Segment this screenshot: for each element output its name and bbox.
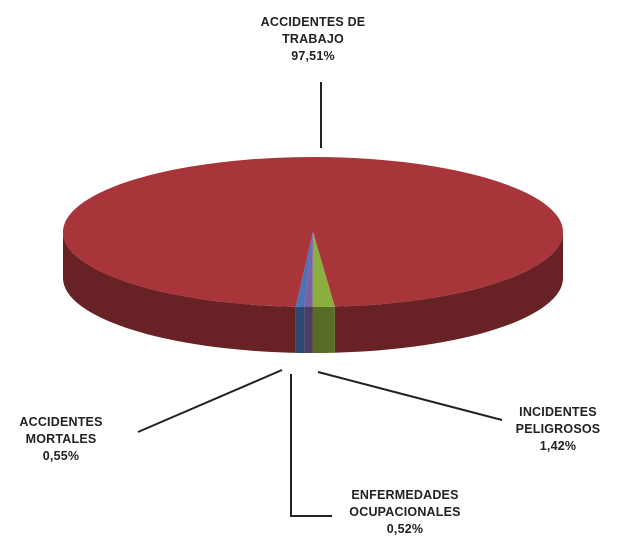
leader-line [290, 374, 332, 517]
slice-side [312, 306, 335, 353]
value-label: 0,55% [42, 449, 80, 463]
leader-line [317, 371, 503, 421]
slice [62, 157, 563, 307]
slice [312, 232, 335, 307]
category-label: ACCIDENTES MORTALES [19, 415, 103, 446]
slices [62, 157, 563, 353]
category-label: INCIDENTES PELIGROSOS [515, 405, 601, 436]
value-label: 1,42% [539, 439, 577, 453]
slice-label: ACCIDENTES DE TRABAJO 97,51% [228, 14, 398, 65]
slice-label: ENFERMEDADES OCUPACIONALES 0,52% [330, 487, 480, 538]
slice-side [334, 232, 563, 353]
category-label: ACCIDENTES DE TRABAJO [260, 15, 366, 46]
leader-lines [137, 82, 503, 517]
value-label: 0,52% [386, 522, 424, 536]
slice-side [63, 232, 296, 353]
leader-line [137, 369, 283, 433]
slice-label: INCIDENTES PELIGROSOS 1,42% [498, 404, 618, 455]
value-label: 97,51% [291, 49, 335, 63]
slice-side [295, 306, 305, 353]
slice [295, 232, 313, 307]
slice-side [304, 306, 313, 353]
category-label: ENFERMEDADES OCUPACIONALES [349, 488, 461, 519]
slice-label: ACCIDENTES MORTALES 0,55% [6, 414, 116, 465]
slice [304, 232, 313, 307]
